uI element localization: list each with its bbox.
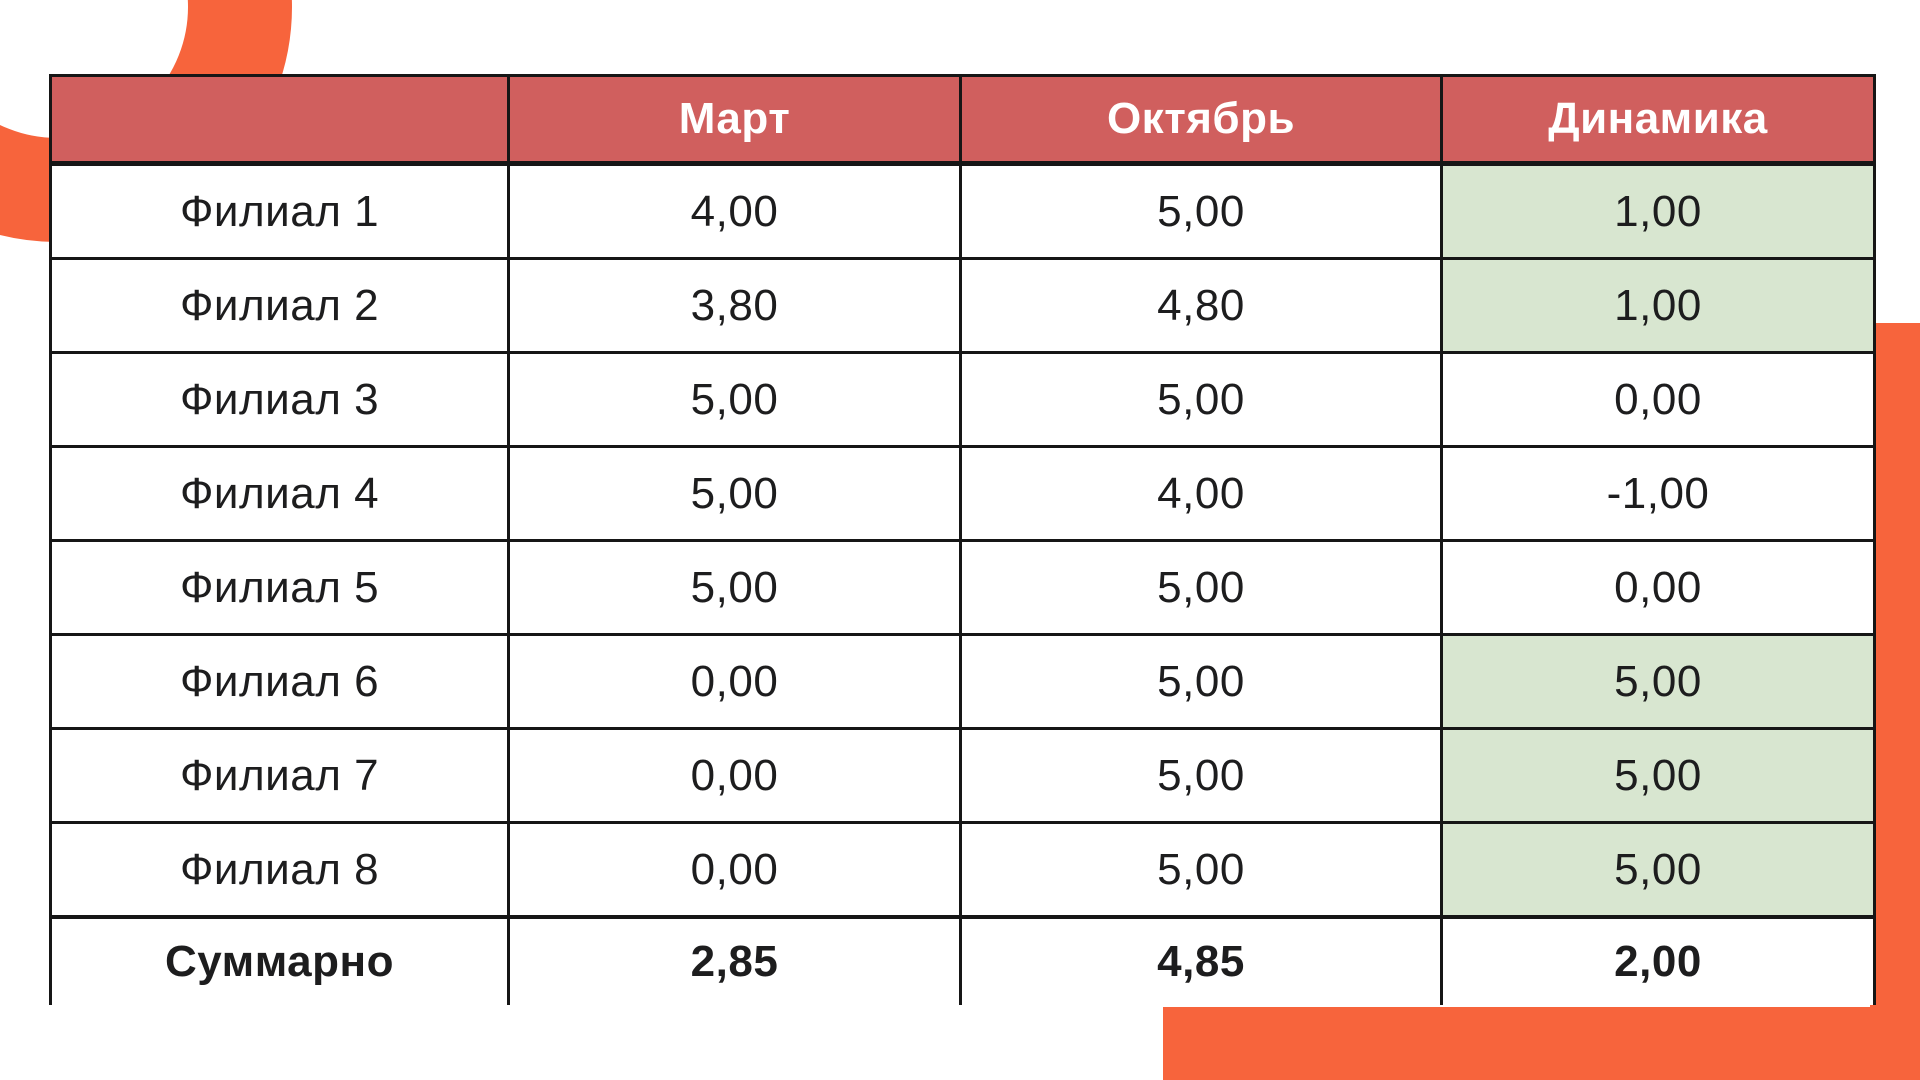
october-cell: 5,00 (959, 727, 1443, 824)
march-cell: 0,00 (507, 821, 962, 919)
branch-ratings-table: Март Октябрь Динамика Филиал 1 4,00 5,00… (49, 74, 1876, 1005)
branch-label: Филиал 6 (49, 633, 510, 730)
dynamics-cell: 5,00 (1440, 821, 1876, 919)
dynamics-cell: 1,00 (1440, 257, 1876, 354)
october-cell: 5,00 (959, 821, 1443, 919)
october-cell: 4,80 (959, 257, 1443, 354)
header-march: Март (507, 74, 962, 166)
march-cell: 3,80 (507, 257, 962, 354)
decorative-bottom-bar (1163, 1007, 1920, 1080)
branch-label: Филиал 8 (49, 821, 510, 919)
march-cell: 5,00 (507, 445, 962, 542)
march-cell: 5,00 (507, 351, 962, 448)
table-row: Филиал 6 0,00 5,00 5,00 (49, 633, 1876, 730)
dynamics-cell: 5,00 (1440, 727, 1876, 824)
branch-label: Филиал 4 (49, 445, 510, 542)
branch-label: Филиал 7 (49, 727, 510, 824)
dynamics-cell: -1,00 (1440, 445, 1876, 542)
header-corner-cell (49, 74, 510, 166)
header-october: Октябрь (959, 74, 1443, 166)
march-cell: 0,00 (507, 633, 962, 730)
table-row: Филиал 4 5,00 4,00 -1,00 (49, 445, 1876, 542)
summary-dynamics-cell: 2,00 (1440, 915, 1876, 1005)
table-row: Филиал 7 0,00 5,00 5,00 (49, 727, 1876, 824)
march-cell: 0,00 (507, 727, 962, 824)
summary-row: Суммарно 2,85 4,85 2,00 (49, 915, 1876, 1005)
table-row: Филиал 1 4,00 5,00 1,00 (49, 162, 1876, 260)
header-dynamics: Динамика (1440, 74, 1876, 166)
table-row: Филиал 2 3,80 4,80 1,00 (49, 257, 1876, 354)
summary-march-cell: 2,85 (507, 915, 962, 1005)
table-row: Филиал 8 0,00 5,00 5,00 (49, 821, 1876, 919)
dynamics-cell: 5,00 (1440, 633, 1876, 730)
october-cell: 4,00 (959, 445, 1443, 542)
summary-label: Суммарно (49, 915, 510, 1005)
october-cell: 5,00 (959, 351, 1443, 448)
branch-label: Филиал 2 (49, 257, 510, 354)
october-cell: 5,00 (959, 162, 1443, 260)
table-row: Филиал 5 5,00 5,00 0,00 (49, 539, 1876, 636)
summary-october-cell: 4,85 (959, 915, 1443, 1005)
header-row: Март Октябрь Динамика (49, 74, 1876, 166)
decorative-right-bar (1870, 323, 1920, 1080)
march-cell: 4,00 (507, 162, 962, 260)
dynamics-cell: 0,00 (1440, 539, 1876, 636)
table-row: Филиал 3 5,00 5,00 0,00 (49, 351, 1876, 448)
branch-label: Филиал 3 (49, 351, 510, 448)
dynamics-cell: 1,00 (1440, 162, 1876, 260)
branch-label: Филиал 1 (49, 162, 510, 260)
dynamics-cell: 0,00 (1440, 351, 1876, 448)
october-cell: 5,00 (959, 633, 1443, 730)
branch-label: Филиал 5 (49, 539, 510, 636)
march-cell: 5,00 (507, 539, 962, 636)
october-cell: 5,00 (959, 539, 1443, 636)
